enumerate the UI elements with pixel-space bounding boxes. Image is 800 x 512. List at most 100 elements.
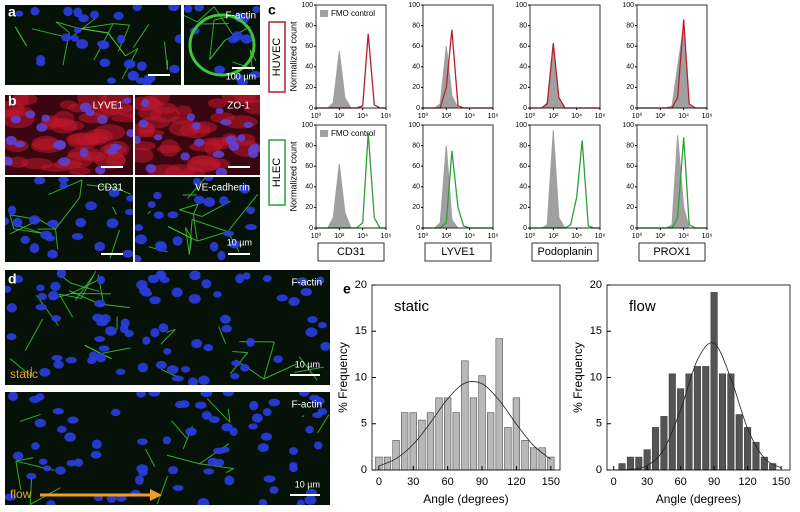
y-tick-label: 0 (523, 225, 527, 232)
nucleus (122, 97, 132, 104)
nucleus (189, 270, 201, 281)
y-tick-label: 40 (412, 64, 420, 71)
nucleus (212, 150, 225, 159)
nucleus (246, 206, 256, 215)
y-tick-label: 40 (626, 184, 634, 191)
label: static (10, 367, 38, 381)
nucleus (181, 366, 191, 373)
label: flow (10, 487, 32, 501)
cell (135, 147, 154, 163)
nucleus (203, 468, 215, 475)
nucleus (67, 416, 79, 424)
fiber (171, 420, 188, 439)
x-tick-label: 10⁰ (632, 232, 643, 240)
nucleus (138, 119, 149, 128)
nucleus (113, 11, 124, 20)
micrograph (5, 270, 330, 385)
fmo-area (423, 145, 493, 229)
nucleus (30, 6, 40, 16)
marker-box (317, 242, 385, 262)
y-tick-label: 40 (519, 64, 527, 71)
x-tick-label: 10⁰ (311, 232, 322, 240)
y-tick-label: 60 (412, 163, 420, 170)
fiber (164, 41, 168, 70)
marker-label: CD31 (337, 246, 365, 258)
nucleus (132, 5, 142, 12)
y-tick-label: 100 (408, 122, 420, 129)
cell (147, 164, 183, 175)
y-tick-label: 0 (309, 225, 313, 232)
nucleus (201, 410, 212, 420)
nucleus (58, 157, 71, 166)
sample-line (637, 19, 707, 109)
nucleus (268, 398, 280, 407)
x-tick-label: 10² (441, 113, 452, 120)
fiber (145, 448, 156, 467)
nucleus (228, 35, 239, 44)
y-tick-label: 60 (305, 43, 313, 50)
legend-swatch (320, 130, 328, 137)
nucleus (96, 318, 108, 327)
nucleus (73, 27, 82, 34)
fiber (55, 21, 70, 33)
cell (105, 153, 126, 167)
nucleus (138, 468, 148, 477)
fiber (209, 19, 215, 60)
cell (110, 114, 133, 123)
nucleus (194, 138, 205, 147)
cell (73, 136, 99, 145)
bar (469, 397, 478, 471)
label: e (343, 281, 351, 297)
x-tick-label: 10² (441, 233, 452, 240)
y-tick-label: 60 (519, 43, 527, 50)
nucleus (5, 217, 10, 226)
fiber (100, 303, 130, 309)
label: 10 µm (227, 237, 252, 247)
nucleus (98, 345, 110, 352)
nucleus (307, 316, 318, 324)
nucleus (106, 495, 117, 503)
plot-frame (422, 4, 494, 109)
nucleus (136, 280, 148, 290)
nucleus (237, 77, 248, 85)
y-tick-label: 20 (626, 84, 634, 91)
x-tick-label: 10⁴ (678, 233, 689, 240)
nucleus (185, 427, 197, 436)
nucleus (172, 236, 183, 246)
micrograph (5, 177, 133, 262)
nucleus (194, 5, 205, 12)
nucleus (142, 78, 152, 85)
bar (495, 338, 503, 471)
fiber (125, 47, 139, 57)
nucleus (248, 423, 258, 430)
fmo-area (530, 46, 600, 109)
nucleus (12, 451, 24, 461)
y-axis-label: Normalized count (288, 21, 298, 92)
nucleus (124, 208, 133, 216)
x-tick-label: 10⁶ (381, 233, 392, 240)
label: 10 µm (295, 359, 320, 369)
row-label: HUVEC (271, 38, 283, 77)
nucleus (136, 61, 147, 71)
nucleus (239, 184, 250, 194)
fiber (179, 203, 199, 211)
nucleus (174, 400, 186, 409)
nucleus (167, 211, 179, 219)
nucleus (36, 123, 48, 132)
nucleus (169, 64, 180, 74)
x-tick-label: 10⁰ (525, 112, 536, 120)
bar (401, 412, 409, 471)
nucleus (122, 249, 133, 258)
bar (735, 414, 743, 471)
y-tick-label: 0 (630, 105, 634, 112)
x-tick-label: 10⁰ (525, 232, 536, 240)
cell (68, 166, 91, 175)
fiber (13, 228, 43, 234)
nucleus (214, 65, 226, 74)
nucleus (203, 197, 216, 207)
row-box (268, 139, 286, 206)
nucleus (127, 70, 139, 81)
nucleus (198, 375, 210, 385)
y-axis-label: Normalized count (288, 141, 298, 212)
nucleus (209, 241, 219, 252)
